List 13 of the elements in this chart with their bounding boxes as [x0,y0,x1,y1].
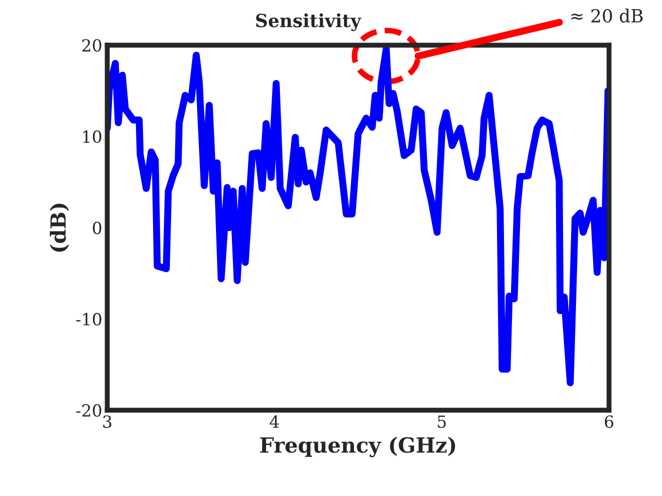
y-tick-label: 0 [92,222,102,234]
x-tick-label: 6 [604,415,614,428]
chart-title: Sensitivity [256,13,362,32]
y-tick-label: -10 [76,312,102,326]
y-tick-label: -20 [76,404,102,417]
y-axis-title: (dB) [50,204,69,252]
x-tick-label: 4 [270,415,279,428]
text: ≈ 20 dB [571,8,643,23]
x-axis-title: Frequency (GHz) [260,436,456,458]
y-tick-label: 10 [83,130,102,143]
x-tick-label: 5 [438,416,446,428]
x-tick-label: 3 [103,415,112,428]
y-tick-label: 20 [82,39,102,52]
